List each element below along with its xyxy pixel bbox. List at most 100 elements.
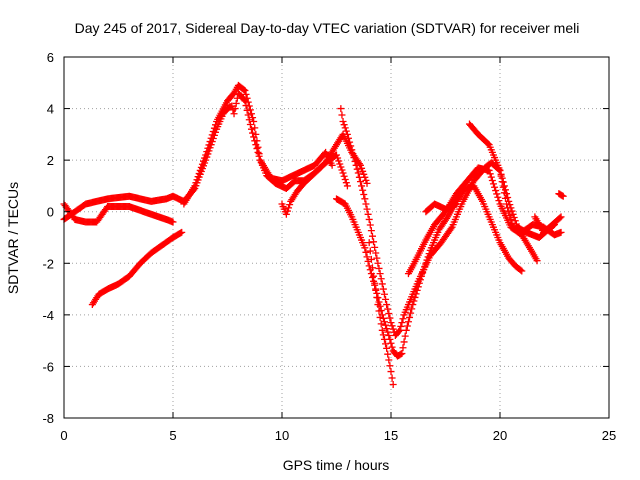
data-point <box>517 266 525 274</box>
data-point <box>493 190 501 198</box>
data-point <box>382 295 390 303</box>
x-tick-label: 0 <box>60 428 67 443</box>
data-point <box>243 94 251 102</box>
data-point <box>506 212 514 220</box>
data-point <box>377 275 385 283</box>
data-point <box>356 178 364 186</box>
data-point <box>406 313 414 321</box>
data-point <box>557 213 565 221</box>
data-point <box>488 177 496 185</box>
series-9 <box>404 164 541 278</box>
series-8 <box>365 239 397 388</box>
data-point <box>384 328 392 336</box>
data-point <box>507 215 515 223</box>
data-point <box>411 293 419 301</box>
data-point <box>343 182 351 190</box>
data-point <box>367 227 375 235</box>
data-point <box>386 362 394 370</box>
data-point <box>178 228 186 236</box>
data-point <box>212 121 220 129</box>
y-axis-label: SDTVAR / TECUs <box>5 182 21 294</box>
data-point <box>396 326 404 334</box>
data-point <box>365 215 373 223</box>
data-point <box>208 131 216 139</box>
data-point <box>360 191 368 199</box>
data-point <box>339 169 347 177</box>
data-point <box>328 161 336 169</box>
data-point <box>374 301 382 309</box>
data-point <box>370 272 378 280</box>
data-point <box>388 322 396 330</box>
data-point <box>254 143 262 151</box>
series-12 <box>531 213 565 236</box>
plot-frame <box>63 56 610 419</box>
data-point <box>253 145 261 153</box>
data-point <box>389 380 397 388</box>
data-point <box>500 182 508 190</box>
data-point <box>486 170 494 178</box>
data-point <box>353 165 361 173</box>
data-point <box>194 173 202 181</box>
data-point <box>380 335 388 343</box>
data-point <box>202 151 210 159</box>
data-point <box>355 160 363 168</box>
data-point <box>398 319 406 327</box>
data-point <box>383 325 391 333</box>
series-7 <box>333 182 526 360</box>
data-point <box>337 163 345 171</box>
data-point <box>338 111 346 119</box>
data-point <box>286 201 294 209</box>
data-point <box>375 307 383 315</box>
data-point <box>489 180 497 188</box>
data-point <box>410 297 418 305</box>
data-point <box>370 238 378 246</box>
data-point <box>203 148 211 156</box>
data-point <box>389 325 397 333</box>
x-tick-label: 15 <box>384 428 398 443</box>
data-point <box>242 90 250 98</box>
data-point <box>395 328 403 336</box>
x-tick-label: 20 <box>493 428 507 443</box>
data-point <box>401 332 409 340</box>
data-point <box>335 157 343 165</box>
data-point <box>247 110 255 118</box>
data-point <box>343 130 351 138</box>
data-point <box>336 160 344 168</box>
data-point <box>447 225 455 233</box>
data-point <box>337 105 345 113</box>
data-point <box>362 176 370 184</box>
data-point <box>334 154 342 162</box>
data-point <box>399 315 407 323</box>
data-point <box>200 157 208 165</box>
data-point <box>424 253 432 261</box>
data-point <box>240 86 248 94</box>
data-point <box>374 259 382 267</box>
data-point <box>485 166 493 174</box>
data-point <box>349 150 357 158</box>
data-point <box>425 250 433 258</box>
data-point <box>408 305 416 313</box>
data-point <box>355 173 363 181</box>
data-point <box>366 247 374 255</box>
data-point <box>339 117 347 125</box>
data-point <box>498 178 506 186</box>
data-point <box>400 338 408 346</box>
data-point <box>363 179 371 187</box>
data-point <box>397 322 405 330</box>
data-point <box>350 154 358 162</box>
data-point <box>500 189 508 197</box>
data-point <box>250 117 258 125</box>
data-point <box>252 130 260 138</box>
data-point <box>418 272 426 280</box>
data-point <box>351 157 359 165</box>
y-tick-label: 0 <box>47 205 54 220</box>
grid-lines <box>64 57 609 418</box>
data-point <box>363 253 371 261</box>
data-point <box>206 138 214 146</box>
data-point <box>204 144 212 152</box>
data-point <box>367 255 375 263</box>
data-point <box>494 193 502 201</box>
data-point <box>341 124 349 132</box>
data-point <box>413 286 421 294</box>
data-point <box>246 106 254 114</box>
